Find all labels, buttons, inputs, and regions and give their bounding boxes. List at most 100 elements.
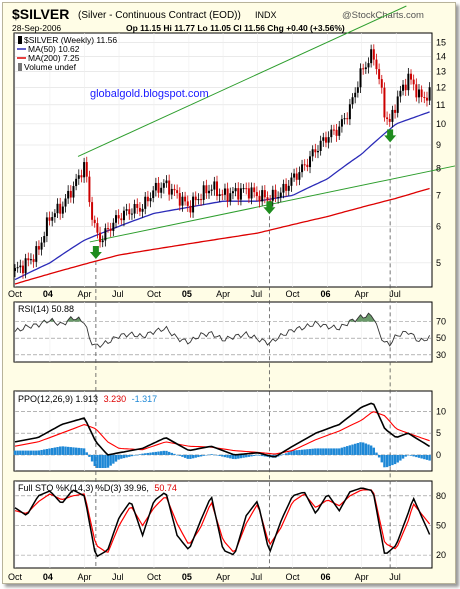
candle-body <box>279 192 282 198</box>
ppo-histogram-bar <box>205 454 208 456</box>
ppo-signal-line <box>14 411 430 455</box>
ppo-histogram-bar <box>218 454 221 456</box>
candle-body <box>274 189 277 198</box>
ppo-histogram-bar <box>396 454 399 463</box>
candle-body <box>96 223 99 233</box>
candle-body <box>176 190 179 194</box>
ppo-histogram-bar <box>181 454 184 457</box>
candle-body <box>402 84 405 91</box>
price-candles <box>14 44 431 279</box>
buy-arrows <box>89 129 397 260</box>
ppo-histogram-bar <box>194 454 197 458</box>
ppo-histogram-bar <box>173 453 176 455</box>
candle-body <box>277 197 280 199</box>
candle-body <box>154 182 157 191</box>
ppo-histogram-bar <box>391 454 394 466</box>
candle-body <box>114 215 117 223</box>
candle-body <box>362 68 365 70</box>
ppo-histogram-bar <box>138 454 142 455</box>
price-y-tick-label: 7 <box>436 190 441 200</box>
ppo-histogram-bar <box>415 454 418 458</box>
x-tick-label: 06 <box>320 572 330 582</box>
ppo-histogram-bar <box>311 448 314 455</box>
candle-body <box>394 109 397 113</box>
candle-body <box>348 104 351 120</box>
candle-body <box>91 202 94 220</box>
candle-body <box>245 188 248 190</box>
candle-body <box>396 96 399 113</box>
candle-body <box>378 69 381 80</box>
candle-body <box>412 79 415 85</box>
ppo-histogram-bar <box>85 452 88 455</box>
ppo-histogram-bar <box>109 454 112 466</box>
ppo-histogram-bar <box>234 454 237 460</box>
candle-body <box>27 258 30 261</box>
x-tick-label: Apr <box>77 572 91 582</box>
x-axis-labels: Oct Oct 04 04 Apr Apr Jul Jul Oct Oct 05 05 Apr Apr Ju… <box>8 289 401 582</box>
candle-body <box>160 187 163 193</box>
price-y-tick-label: 13 <box>436 66 446 76</box>
ppo-histogram-bar <box>324 448 328 455</box>
candle-body <box>178 193 181 206</box>
ppo-histogram-bar <box>104 454 107 468</box>
candle-body <box>162 183 165 188</box>
ppo-histogram-bar <box>154 451 158 455</box>
ppo-histogram-bar <box>258 454 261 456</box>
channel-trendline <box>89 165 456 243</box>
ppo-histogram-bar <box>189 454 192 459</box>
candle-body <box>293 173 296 178</box>
price-y-tick-label: 9 <box>436 140 441 150</box>
candle-body <box>253 187 256 193</box>
ppo-histogram-bar <box>146 452 150 455</box>
ppo-histogram-bar <box>332 448 336 455</box>
candle-body <box>37 246 40 250</box>
ppo-histogram-bar <box>306 449 309 455</box>
candle-body <box>229 193 232 202</box>
indicator-y-tick-label: 30 <box>436 350 446 360</box>
candle-body <box>133 203 136 214</box>
ppo-histogram-bar <box>58 446 62 455</box>
candle-body <box>285 183 288 191</box>
candle-body <box>372 49 375 60</box>
x-tick-label: Jul <box>389 289 401 299</box>
candle-body <box>428 87 431 101</box>
ppo-histogram-bar <box>125 454 128 458</box>
ppo-histogram-bar <box>300 449 304 455</box>
ppo-histogram-bar <box>282 454 285 455</box>
ppo-histogram-bar <box>141 453 144 455</box>
ppo-histogram-bar <box>229 454 232 459</box>
ppo-histogram-bar <box>335 448 338 455</box>
ppo-histogram-bar <box>136 454 139 456</box>
candle-body <box>388 118 391 122</box>
ppo-title-name: PPO(12,26,9) 1.913 <box>18 394 98 404</box>
ppo-histogram-bar <box>178 454 181 456</box>
ppo-histogram-bar <box>149 452 152 455</box>
ppo-histogram-bar <box>72 447 75 455</box>
ppo-histogram-bar <box>207 454 211 456</box>
price-y-tick-label: 10 <box>436 119 446 129</box>
channel-trendline <box>77 5 407 157</box>
ppo-histogram-bar <box>21 450 25 455</box>
candle-body <box>359 68 362 88</box>
candle-body <box>51 217 54 221</box>
candle-body <box>301 164 304 173</box>
candle-body <box>104 228 107 241</box>
candle-body <box>420 89 423 98</box>
x-tick-label: Apr <box>77 289 91 299</box>
ppo-histogram-bar <box>314 448 317 455</box>
ppo-histogram-bar <box>409 454 413 456</box>
ppo-histogram-bar <box>61 446 65 455</box>
ppo-title-hist: -1.317 <box>132 394 158 404</box>
candle-body <box>141 208 144 212</box>
candle-body <box>149 198 152 202</box>
candle-body <box>29 259 32 261</box>
rsi-title: RSI(14) 50.88 <box>18 304 74 314</box>
x-tick-label: Oct <box>286 289 301 299</box>
candle-body <box>322 137 325 141</box>
legend-volume: Volume undef <box>24 62 77 72</box>
candle-body <box>410 73 413 80</box>
ppo-histogram-bar <box>213 454 216 456</box>
ppo-histogram-bar <box>380 454 383 463</box>
ppo-histogram-bar <box>93 454 96 467</box>
description-label: (Silver - Continuous Contract (EOD)) <box>78 10 241 21</box>
